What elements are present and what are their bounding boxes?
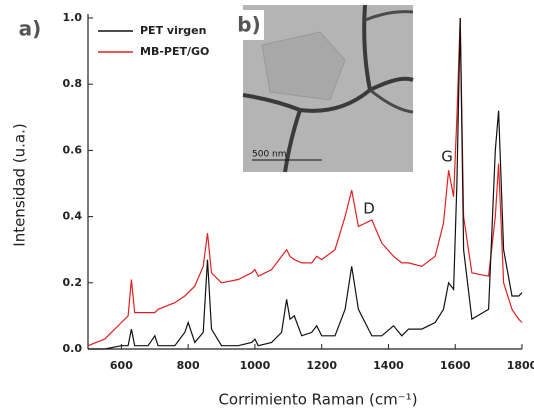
x-axis-label: Corrimiento Raman (cm⁻¹) xyxy=(218,391,417,409)
x-tick-label: 800 xyxy=(177,359,200,372)
inset: 500 nm b) xyxy=(234,5,413,172)
legend-label: MB-PET/GO xyxy=(140,45,209,58)
y-axis-label: Intensidad (u.a.) xyxy=(11,123,29,246)
legend-label: PET virgen xyxy=(140,24,206,37)
scale-label: 500 nm xyxy=(252,150,287,160)
x-tick-label: 600 xyxy=(110,359,133,372)
y-tick-label: 0.2 xyxy=(63,276,83,289)
panel-label: b) xyxy=(237,13,260,37)
chart: a) Corrimiento Raman (cm⁻¹) Intensidad (… xyxy=(0,0,534,412)
x-tick-label: 1000 xyxy=(240,359,271,372)
y-tick-label: 0.8 xyxy=(63,77,83,90)
y-tick-label: 1.0 xyxy=(63,11,83,24)
x-tick-label: 1800 xyxy=(507,359,534,372)
x-tick-label: 1400 xyxy=(373,359,404,372)
y-tick-label: 0.4 xyxy=(63,210,83,223)
annotation: D xyxy=(363,200,375,218)
x-tick-label: 1200 xyxy=(306,359,337,372)
panel-label: a) xyxy=(19,17,42,41)
annotation: G xyxy=(441,148,453,166)
y-tick-label: 0.6 xyxy=(63,143,83,156)
x-tick-label: 1600 xyxy=(440,359,471,372)
y-tick-label: 0.0 xyxy=(63,342,83,355)
